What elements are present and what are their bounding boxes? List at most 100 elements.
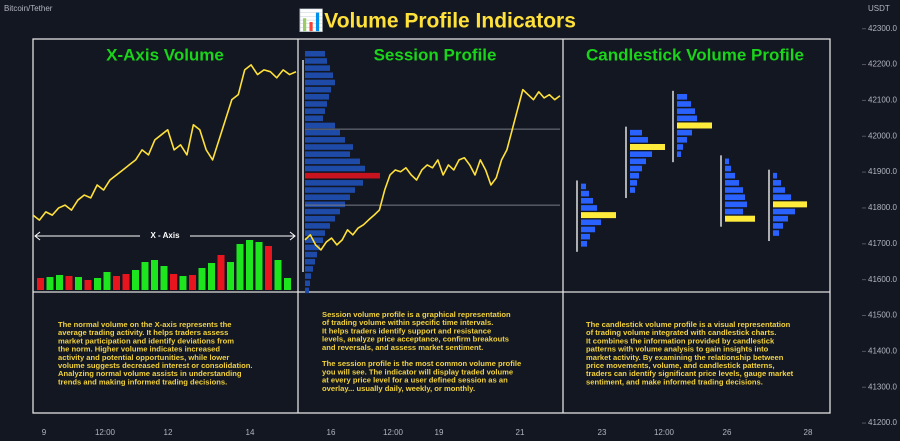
profile-bar	[725, 180, 739, 186]
profile-bar	[305, 65, 330, 71]
description-line: sentiment, and make informed trading dec…	[586, 377, 763, 386]
profile-bar	[305, 180, 363, 186]
profile-bar	[305, 187, 355, 193]
description-line: The session profile is the most common v…	[322, 359, 521, 368]
profile-bar	[305, 251, 317, 258]
description-line: patterns with volume analysis to gain in…	[586, 345, 769, 354]
profile-bar	[677, 115, 697, 122]
profile-bar	[305, 194, 350, 200]
volume-bar	[94, 278, 101, 290]
x-tick-label: 12:00	[95, 428, 116, 437]
description-line: market participation and identify deviat…	[58, 336, 234, 345]
profile-bar	[677, 129, 692, 136]
description-line: It helps traders identify support and re…	[322, 326, 491, 335]
volume-bar	[236, 244, 244, 290]
profile-bar	[725, 187, 743, 193]
currency-label: USDT	[868, 4, 890, 13]
x-tick-label: 21	[516, 428, 525, 437]
volume-bar	[65, 276, 73, 290]
x-tick-label: 28	[804, 428, 813, 437]
profile-bar	[725, 165, 731, 172]
profile-bar	[725, 194, 745, 200]
profile-bar	[725, 172, 735, 179]
profile-bar	[773, 180, 781, 186]
y-tick-label: 41800.0	[868, 203, 897, 212]
volume-bar	[75, 277, 82, 290]
x-tick-label: 12:00	[383, 428, 404, 437]
profile-bar	[773, 223, 783, 229]
profile-bar	[305, 101, 327, 107]
x-tick-label: 26	[723, 428, 732, 437]
description-line: The candlestick volume profile is a visu…	[586, 320, 791, 329]
profile-bar	[305, 287, 309, 294]
profile-bar	[305, 165, 365, 172]
profile-bar	[305, 122, 335, 129]
volume-bar	[189, 275, 196, 290]
description-line: average trading activity. It helps trade…	[58, 328, 228, 337]
profile-bar	[581, 205, 597, 211]
profile-bar	[305, 266, 313, 272]
profile-bar	[677, 94, 687, 100]
frame-border	[32, 38, 831, 414]
profile-bar	[773, 230, 779, 236]
profile-bar	[725, 201, 747, 208]
chart-title: 📊Volume Profile Indicators	[298, 8, 576, 33]
volume-bar	[160, 266, 168, 290]
x-axis-label: X - Axis	[150, 231, 180, 240]
profile-bar	[305, 58, 327, 64]
profile-bar	[677, 144, 683, 150]
profile-bar	[305, 172, 380, 179]
volume-bar	[274, 260, 282, 290]
profile-bar	[305, 115, 323, 122]
profile-bar	[305, 79, 335, 86]
profile-bar	[305, 129, 340, 136]
profile-bar	[630, 158, 646, 165]
y-tick-label: 41900.0	[868, 167, 897, 176]
volume-bar	[179, 276, 187, 290]
profile-bar	[305, 137, 345, 143]
profile-bar	[677, 108, 695, 114]
profile-bar	[305, 94, 329, 100]
profile-bar	[305, 208, 340, 215]
profile-bar	[725, 208, 743, 215]
volume-bar	[132, 270, 139, 290]
poc-bar	[630, 144, 665, 150]
x-tick-label: 16	[327, 428, 336, 437]
volume-bar	[84, 280, 92, 290]
volume-bar	[208, 263, 215, 290]
y-tick-label: 41500.0	[868, 311, 897, 320]
profile-bar	[630, 151, 652, 157]
x-tick-label: 23	[598, 428, 607, 437]
y-tick-label: 42100.0	[868, 95, 897, 104]
frame	[32, 38, 831, 414]
profile-bar	[305, 258, 315, 265]
profile-bar	[305, 151, 350, 157]
profile-bar	[305, 273, 311, 279]
profile-bar	[725, 158, 729, 165]
poc-bar	[677, 122, 712, 129]
volume-bar	[122, 274, 130, 290]
description-line: The normal volume on the X-axis represen…	[58, 320, 231, 329]
profile-bar	[581, 233, 590, 240]
price-line	[304, 88, 561, 251]
volume-bar	[255, 242, 263, 290]
description-line: Analyzing normal volume assists in under…	[58, 369, 242, 378]
description-line: trends and making informed trading decis…	[58, 377, 227, 386]
profile-bar	[305, 230, 325, 236]
poc-bar	[725, 215, 755, 222]
profile-bar	[581, 226, 595, 233]
volume-bar	[198, 268, 206, 290]
poc-bar	[581, 212, 616, 219]
panel-title: X-Axis Volume	[106, 45, 224, 64]
profile-bar	[773, 194, 791, 200]
volume-bar	[151, 260, 158, 290]
volume-bar	[103, 272, 111, 290]
panel-title: Candlestick Volume Profile	[586, 45, 804, 64]
description-line: at every price level for a user defined …	[322, 376, 508, 385]
profile-bar	[581, 219, 601, 226]
x-tick-label: 12:00	[654, 428, 675, 437]
arrow-head	[289, 231, 296, 241]
profile-bar	[630, 172, 639, 179]
profile-bar	[677, 101, 691, 107]
description-line: of trading volume within specific time i…	[322, 318, 493, 327]
